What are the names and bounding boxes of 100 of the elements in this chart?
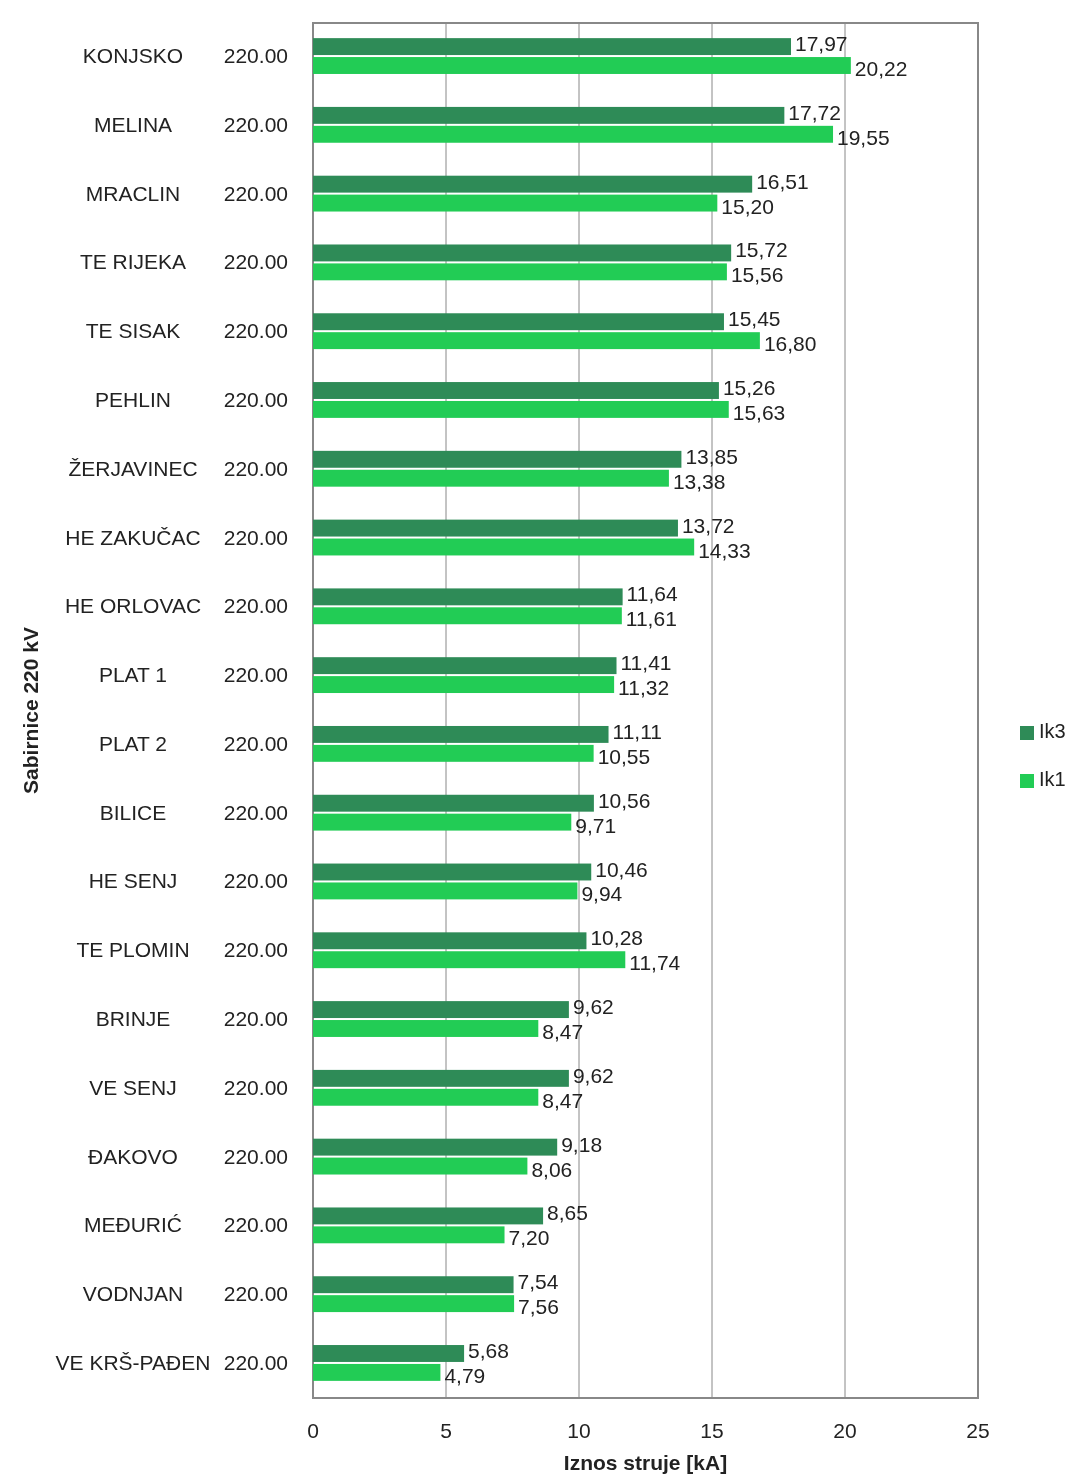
bar — [313, 519, 678, 537]
bar — [313, 538, 695, 556]
bar — [313, 676, 615, 694]
data-label: 11,61 — [625, 607, 677, 631]
bar — [313, 175, 753, 193]
data-label: 11,74 — [629, 951, 681, 975]
legend-label: Ik3 — [1039, 720, 1066, 743]
bar — [313, 1295, 515, 1313]
data-label: 13,38 — [672, 469, 726, 493]
data-label: 10,56 — [597, 788, 651, 812]
bar — [313, 194, 718, 212]
y-tick-label: HE ZAKUČAC 220.00 — [65, 525, 288, 549]
data-label: 11,41 — [620, 651, 672, 675]
bar — [313, 794, 594, 812]
data-label: 11,32 — [618, 676, 670, 700]
category-label: VE SENJ 220.00 — [89, 1075, 288, 1099]
y-tick-label: HE ORLOVAC 220.00 — [64, 593, 288, 617]
data-label: 8,65 — [547, 1201, 588, 1225]
bar — [313, 1345, 465, 1362]
bar — [313, 1157, 528, 1175]
data-label: 15,72 — [735, 238, 788, 262]
data-label: 15,45 — [727, 307, 781, 331]
bar — [313, 951, 626, 969]
bar — [313, 1069, 569, 1087]
data-label: 20,22 — [854, 57, 908, 81]
x-tick-label: 15 — [700, 1419, 724, 1442]
data-label: 10,46 — [595, 857, 648, 881]
data-label: 8,06 — [531, 1157, 573, 1181]
x-tick-label: 5 — [440, 1419, 452, 1442]
data-label: 9,94 — [581, 882, 623, 906]
data-label: 9,18 — [561, 1132, 603, 1156]
data-label: 7,54 — [517, 1270, 559, 1294]
category-label: BILICE 220.00 — [99, 800, 288, 824]
y-axis-title: Sabirnice 220 kV — [19, 627, 42, 794]
bar — [313, 1276, 514, 1294]
data-label: 15,63 — [732, 400, 786, 424]
data-label: 8,47 — [542, 1020, 584, 1044]
category-label: TE SISAK 220.00 — [85, 318, 288, 342]
data-label: 7,56 — [518, 1295, 559, 1319]
data-label: 9,71 — [575, 813, 617, 837]
bar — [313, 313, 724, 331]
bar — [313, 1226, 505, 1244]
bar — [313, 1363, 441, 1381]
category-label: MELINA 220.00 — [93, 112, 288, 136]
data-label: 17,97 — [795, 32, 848, 56]
category-label: HE SENJ 220.00 — [88, 869, 288, 893]
data-label: 11,64 — [626, 582, 678, 606]
bar — [313, 125, 834, 143]
category-label: ŽERJAVINEC 220.00 — [68, 456, 288, 480]
bar — [313, 400, 729, 418]
bar — [313, 106, 785, 124]
data-label: 15,26 — [722, 376, 776, 400]
data-label: 13,85 — [685, 444, 738, 468]
bar — [313, 1001, 569, 1019]
bar — [313, 863, 592, 881]
x-tick-label: 0 — [307, 1419, 319, 1442]
x-axis-title: Iznos struje [kA] — [563, 1451, 728, 1474]
data-label: 16,80 — [763, 332, 817, 356]
bar — [313, 882, 578, 900]
data-label: 16,51 — [756, 169, 809, 193]
category-label: PEHLIN 220.00 — [95, 387, 288, 411]
x-tick-label: 25 — [966, 1419, 990, 1442]
x-tick-label: 20 — [833, 1419, 857, 1442]
x-tick-label: 10 — [567, 1419, 591, 1442]
category-label: ĐAKOVO 220.00 — [88, 1144, 288, 1168]
data-label: 7,20 — [508, 1226, 550, 1250]
bar — [313, 813, 572, 831]
bar — [313, 38, 791, 56]
category-label: PLAT 1 220.00 — [98, 662, 288, 686]
category-label: TE RIJEKA 220.00 — [79, 249, 288, 273]
legend-label: Ik1 — [1039, 768, 1066, 791]
data-label: 10,28 — [590, 926, 644, 950]
data-label: 5,68 — [468, 1339, 509, 1363]
category-label: TE PLOMIN 220.00 — [76, 937, 288, 961]
data-label: 10,55 — [597, 744, 651, 768]
data-label: 19,55 — [837, 125, 890, 149]
data-label: 11,11 — [612, 719, 662, 743]
bar — [313, 744, 594, 762]
bar — [313, 469, 669, 487]
category-label: KONJSKO 220.00 — [82, 43, 288, 67]
data-label: 8,47 — [542, 1088, 584, 1112]
data-label: 15,20 — [721, 194, 774, 218]
category-label: MEĐURIĆ 220.00 — [84, 1212, 288, 1236]
bar — [313, 657, 617, 675]
bar — [313, 450, 682, 468]
data-label: 14,33 — [698, 538, 751, 562]
bar — [313, 332, 760, 350]
bar — [313, 1088, 539, 1106]
data-label: 9,62 — [572, 995, 614, 1019]
y-tick-label: VE KRŠ-PAĐEN 220.00 — [55, 1350, 288, 1374]
bar — [313, 382, 719, 399]
data-label: 17,72 — [788, 100, 841, 124]
category-label: PLAT 2 220.00 — [98, 731, 288, 755]
data-label: 4,79 — [444, 1363, 486, 1387]
bar — [313, 588, 623, 606]
bar — [313, 1138, 558, 1156]
bar — [313, 607, 622, 625]
bar — [313, 57, 851, 74]
data-label: 15,56 — [730, 263, 784, 287]
bar — [313, 1207, 544, 1225]
